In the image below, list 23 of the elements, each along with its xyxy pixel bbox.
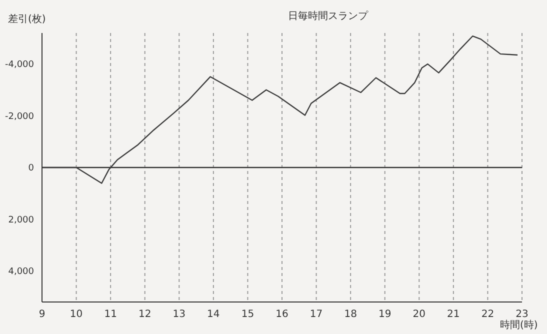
x-tick-label: 15 [241,309,254,320]
chart-title: 日毎時間スランプ [288,10,368,23]
x-tick-label: 19 [378,309,392,320]
x-tick-label: 22 [481,309,494,320]
y-axis-title: 差引(枚) [8,12,46,26]
x-tick-label: 20 [412,309,426,320]
x-tick-label: 11 [104,309,117,320]
y-tick-label: 0 [28,164,34,174]
x-axis-title: 時間(時) [500,318,538,332]
x-tick-label: 13 [172,309,186,320]
x-tick-label: 10 [70,309,83,320]
x-tick-label: 18 [344,309,357,320]
y-tick-label: -2,000 [4,112,34,122]
y-tick-label: 4,000 [8,267,34,278]
x-tick-label: 9 [38,309,46,320]
x-tick-label: 23 [516,309,528,320]
x-tick-label: 16 [276,309,288,320]
x-tick-label: 14 [207,309,220,320]
x-tick-label: 12 [138,309,152,320]
y-tick-label: 2,000 [8,215,34,226]
y-tick-label: -4,000 [4,60,34,70]
x-tick-label: 17 [310,309,323,320]
x-tick-label: 21 [447,309,460,320]
